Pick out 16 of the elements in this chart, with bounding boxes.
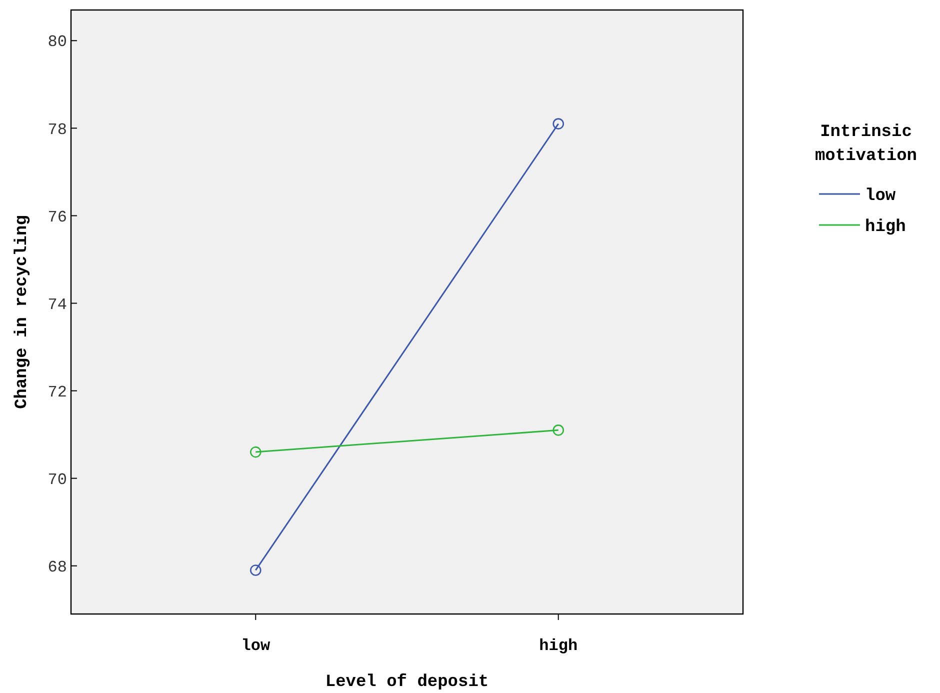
y-tick-label: 80 bbox=[48, 33, 67, 52]
y-axis-title: Change in recycling bbox=[13, 215, 32, 409]
point bbox=[552, 424, 564, 436]
legend-label: low bbox=[865, 186, 896, 206]
point bbox=[250, 564, 262, 576]
y-tick-label: 72 bbox=[48, 383, 67, 402]
y-tick-label: 76 bbox=[48, 208, 67, 226]
y-tick-label: 70 bbox=[48, 470, 67, 489]
point bbox=[552, 118, 564, 130]
legend-title: Intrinsic motivation bbox=[814, 123, 918, 166]
x-axis-title: Level of deposit bbox=[325, 673, 489, 692]
legend-label: high bbox=[865, 218, 906, 237]
y-tick-label: 68 bbox=[48, 558, 67, 576]
y-tick-label: 78 bbox=[48, 120, 67, 139]
point bbox=[250, 446, 262, 458]
y-tick-label: 74 bbox=[48, 296, 67, 314]
